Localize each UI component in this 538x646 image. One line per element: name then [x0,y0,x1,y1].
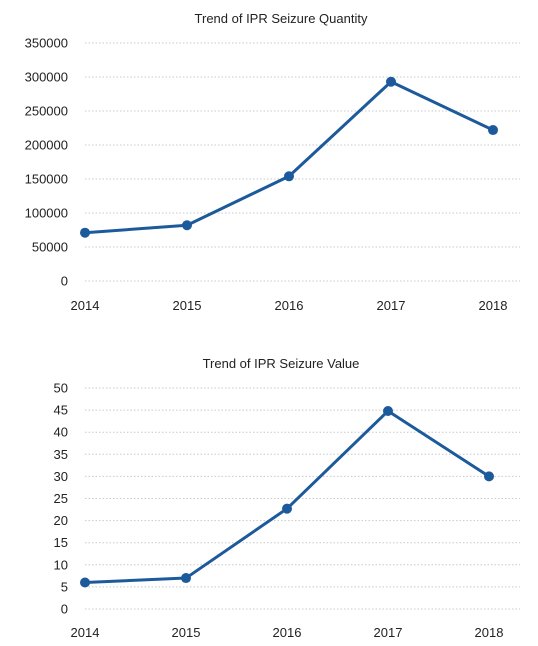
quantity-x-tick-label: 2015 [173,298,202,313]
quantity-x-tick-label: 2017 [377,298,406,313]
value-series-line [83,409,491,584]
value-y-tick-label: 30 [54,469,68,484]
value-x-tick-label: 2016 [273,625,302,640]
value-y-tick-label: 20 [54,513,68,528]
quantity-chart-title: Trend of IPR Seizure Quantity [195,11,368,26]
value-data-point [484,471,494,482]
value-x-tick-label: 2014 [71,625,100,640]
quantity-y-tick-label: 150000 [25,172,68,187]
value-y-tick-label: 50 [54,381,68,396]
quantity-series-line [83,80,495,235]
value-y-tick-label: 35 [54,447,68,462]
quantity-y-tick-label: 250000 [25,104,68,119]
quantity-y-tick-label: 50000 [32,240,68,255]
value-data-point [181,573,191,584]
quantity-data-point [182,220,192,231]
value-y-tick-label: 10 [54,557,68,572]
quantity-y-tick-label: 300000 [25,70,68,85]
quantity-y-tick-label: 0 [61,274,68,289]
value-y-tick-label: 15 [54,535,68,550]
value-y-tick-label: 45 [54,403,68,418]
value-data-point [80,577,90,588]
quantity-x-tick-label: 2014 [71,298,100,313]
value-x-tick-label: 2018 [475,625,504,640]
quantity-data-point [386,76,396,87]
value-y-tick-label: 5 [61,579,68,594]
quantity-trend-chart: Trend of IPR Seizure Quantity 0 50000 10000… [25,11,520,313]
quantity-y-tick-label: 200000 [25,138,68,153]
quantity-x-tick-label: 2018 [479,298,508,313]
value-data-point [282,503,292,514]
value-x-tick-label: 2015 [172,625,201,640]
value-trend-chart: Trend of IPR Seizure Value 0 5 10 15 20 25 30 35… [54,356,520,640]
quantity-y-tick-label: 350000 [25,36,68,51]
value-x-tick-label: 2017 [374,625,403,640]
value-y-tick-label: 40 [54,425,68,440]
value-y-tick-label: 0 [61,602,68,617]
value-data-point [383,405,393,416]
quantity-data-point [488,125,498,136]
quantity-y-tick-label: 100000 [25,206,68,221]
value-y-tick-label: 25 [54,491,68,506]
quantity-data-point [80,227,90,238]
quantity-x-tick-label: 2016 [275,298,304,313]
value-chart-title: Trend of IPR Seizure Value [203,356,360,371]
quantity-data-point [284,171,294,182]
